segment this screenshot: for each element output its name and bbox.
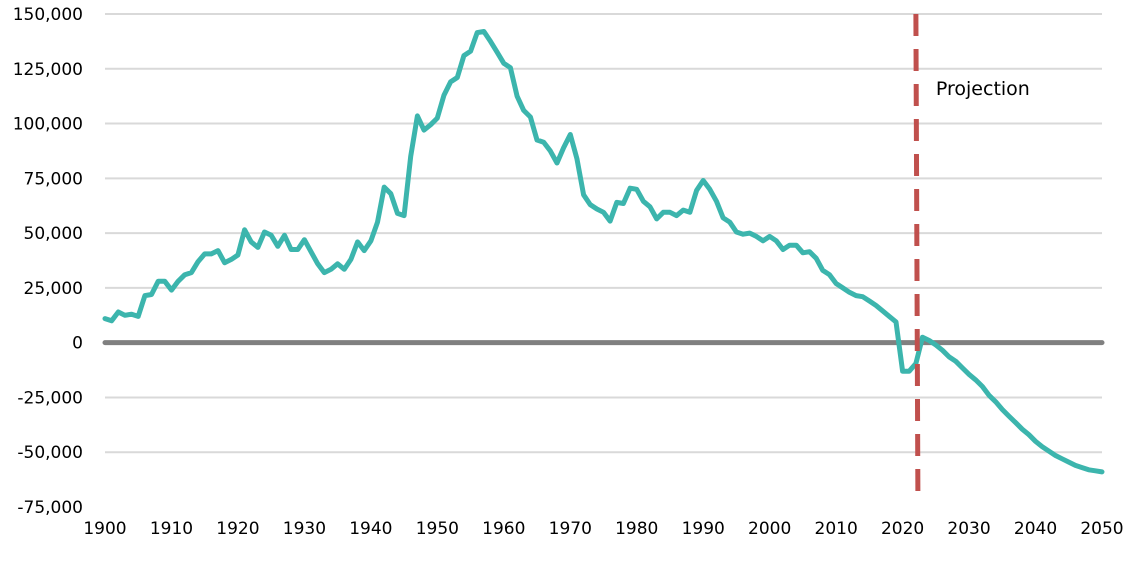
x-tick-label: 2020 bbox=[881, 519, 924, 539]
x-tick-label: 1990 bbox=[682, 519, 725, 539]
x-tick-label: 2050 bbox=[1080, 519, 1123, 539]
x-tick-label: 2000 bbox=[748, 519, 791, 539]
x-axis-tick-labels: 1900 1910 1920 1930 1940 1950 1960 1970 1980 1990… bbox=[83, 519, 1123, 539]
y-tick-label: -25,000 bbox=[17, 388, 83, 408]
y-tick-label: -75,000 bbox=[17, 498, 83, 518]
y-tick-label: -50,000 bbox=[17, 443, 83, 463]
projection-label: Projection bbox=[936, 78, 1030, 100]
y-tick-label: 100,000 bbox=[13, 115, 83, 135]
x-tick-label: 2010 bbox=[815, 519, 858, 539]
y-tick-label: 125,000 bbox=[13, 60, 83, 80]
y-tick-label: 150,000 bbox=[13, 5, 83, 25]
x-tick-label: 1980 bbox=[615, 519, 658, 539]
x-tick-label: 1910 bbox=[150, 519, 193, 539]
y-tick-label: 50,000 bbox=[24, 224, 83, 244]
y-tick-label: 75,000 bbox=[24, 169, 83, 189]
x-tick-label: 1940 bbox=[349, 519, 392, 539]
x-tick-label: 1930 bbox=[283, 519, 326, 539]
x-tick-label: 1970 bbox=[549, 519, 592, 539]
x-tick-label: 1960 bbox=[482, 519, 525, 539]
x-tick-label: 2040 bbox=[1014, 519, 1057, 539]
y-axis-tick-labels: 150,000 125,000 100,000 75,000 50,000 25,000 0… bbox=[13, 5, 83, 518]
y-tick-label: 25,000 bbox=[24, 279, 83, 299]
x-tick-label: 1920 bbox=[216, 519, 259, 539]
x-tick-label: 2030 bbox=[947, 519, 990, 539]
y-tick-label: 0 bbox=[72, 334, 83, 354]
series-line bbox=[102, 29, 1105, 475]
projection-divider-line bbox=[913, 13, 921, 496]
x-tick-label: 1950 bbox=[416, 519, 459, 539]
x-tick-label: 1900 bbox=[83, 519, 126, 539]
